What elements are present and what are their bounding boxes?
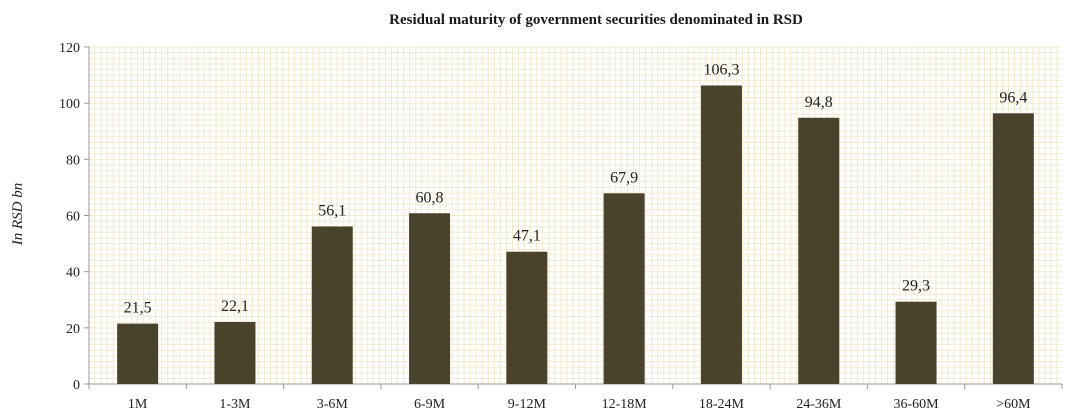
bar	[409, 213, 451, 384]
data-label: 94,8	[805, 94, 833, 111]
x-tick-label: 1M	[128, 397, 148, 412]
data-label: 21,5	[124, 300, 152, 317]
bar	[895, 301, 937, 384]
y-tick-labels: 0 20 40 60 80 100 120	[59, 41, 80, 393]
data-label: 106,3	[703, 61, 739, 78]
bar	[214, 321, 256, 384]
x-tick-label: 3-6M	[317, 397, 349, 412]
y-tick-label: 40	[66, 266, 80, 281]
data-label: 60,8	[416, 189, 444, 206]
x-tick-labels: 1M 1-3M 3-6M 6-9M 9-12M 12-18M 18-24M 24-36M 36-…	[128, 397, 1031, 412]
x-tick-label: 24-36M	[796, 397, 842, 412]
data-labels: 21,5 22,1 56,1 60,8 47,1 67,9 106,3 94,8 29,3 96,…	[124, 61, 1028, 316]
y-tick-label: 120	[59, 41, 80, 56]
y-tick-label: 60	[66, 210, 80, 225]
x-tick-label: 18-24M	[699, 397, 745, 412]
bars	[117, 85, 1034, 385]
data-label: 47,1	[513, 228, 541, 245]
x-tick-label: 36-60M	[893, 397, 939, 412]
x-tick-label: 12-18M	[602, 397, 648, 412]
chart-title: Residual maturity of government securiti…	[389, 12, 803, 28]
bar	[798, 117, 840, 385]
data-label: 22,1	[221, 298, 249, 315]
x-tick-label: 9-12M	[508, 397, 547, 412]
y-tick-label: 0	[73, 378, 80, 393]
bar	[992, 113, 1034, 384]
y-tick-label: 20	[66, 322, 80, 337]
data-label: 67,9	[610, 169, 638, 186]
bar	[506, 251, 548, 384]
x-tick-label: 6-9M	[414, 397, 446, 412]
y-tick-label: 80	[66, 153, 80, 168]
data-label: 56,1	[318, 202, 346, 219]
bar	[700, 85, 742, 384]
bar	[311, 226, 353, 384]
data-label: 29,3	[902, 278, 930, 295]
bar	[603, 193, 645, 384]
x-tick-label: 1-3M	[219, 397, 251, 412]
data-label: 96,4	[999, 89, 1027, 106]
y-tick-label: 100	[59, 97, 80, 112]
y-axis-label: In RSD bn	[10, 183, 26, 247]
x-tick-label: >60M	[996, 397, 1031, 412]
bar	[117, 323, 159, 384]
